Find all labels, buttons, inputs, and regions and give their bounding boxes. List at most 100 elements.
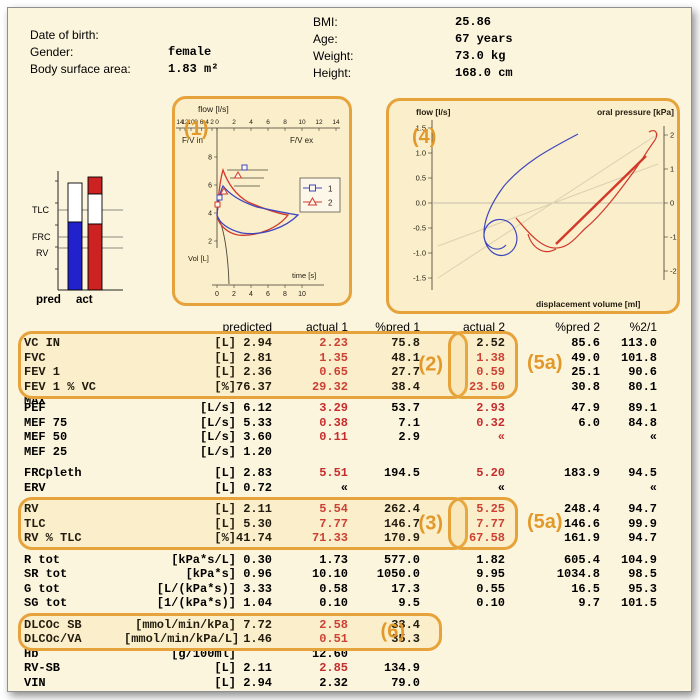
fv-time-tick-labels: 0 2 4 6 8 10 (215, 291, 306, 298)
table-row: R tot [kPa*s/L] 0.30 1.73 577.0 1.82 605.4 104.… (24, 553, 657, 568)
fv-top-tick: 12 (181, 119, 189, 126)
table-cell-pred: 2.81 (243, 350, 272, 365)
table-cell-act1: « (340, 480, 348, 495)
table-cell-ratio (600, 445, 657, 460)
table-cell-pp1: 38.4 (391, 379, 420, 394)
table-cell-pred: 41.74 (236, 531, 273, 545)
table-cell-pp2: 248.4 (563, 502, 600, 516)
table-cell-name: ERV (24, 480, 46, 495)
table-cell-ratio: 99.9 (628, 516, 657, 531)
fv-time-tick: 2 (232, 291, 236, 298)
table-cell-pred: 2.83 (243, 466, 272, 480)
table-cell-unit: [mmol/min/kPa/L] (124, 632, 240, 646)
table-cell-act2: 9.95 (476, 567, 505, 581)
table-cell-name: MEF 75 (24, 415, 68, 430)
table-cell-act1: 5.54 (319, 502, 348, 516)
table-cell-act2 (420, 647, 505, 662)
table-row: VC IN [L] 2.94 2.23 75.8 2.52 85.6 113.0 (24, 336, 657, 351)
height-value: 168.0 cm (455, 66, 513, 80)
table-cell-name: DLCOc SB (24, 617, 82, 632)
table-cell-pp1: 53.7 (391, 401, 420, 415)
table-cell-ratio: 94.7 (628, 531, 657, 545)
bmi-value: 25.86 (455, 15, 492, 29)
table-cell-pred: 2.94 (243, 675, 272, 690)
table-cell-name: FVC (24, 350, 46, 365)
table-cell-act2 (420, 661, 505, 676)
table-cell-unit: [L/s] (199, 444, 236, 459)
pv-volume-label: displacement volume [ml] (536, 299, 641, 309)
table-cell-pp1: 7.1 (398, 415, 420, 430)
results-table-header: predicted actual 1 %pred 1 actual 2 %pre… (24, 320, 657, 336)
fv-vol-label: Vol [L] (188, 254, 209, 263)
table-row: FRCpleth [L] 2.83 5.51 194.5 5.20 183.9 94.5 (24, 466, 657, 481)
table-cell-pred: 3.60 (243, 430, 272, 444)
table-row: MEF 75 [L/s] 5.33 0.38 7.1 0.32 6.0 84.8 (24, 416, 657, 431)
pv-right-axis (663, 126, 668, 280)
flow-volume-chart: flow [l/s] 14 12 10 8 6 4 2 0 2 4 6 8 10… (176, 104, 341, 298)
table-cell-act1: 0.58 (319, 581, 348, 596)
table-cell-pp2: 16.5 (571, 581, 600, 596)
fv-top-tick: 8 (283, 119, 287, 126)
table-cell-name: TLC (24, 516, 46, 531)
fv-time-tick: 10 (298, 291, 306, 298)
table-cell-act2 (420, 445, 505, 460)
table-cell-pp1: 170.9 (383, 531, 420, 545)
pv-right-tick: -1 (670, 233, 677, 242)
table-cell-ratio: 80.1 (628, 379, 657, 394)
table-cell-name: VIN (24, 675, 46, 690)
fv-flow-axis (214, 128, 218, 248)
table-cell-pp2 (505, 618, 600, 633)
table-cell-name: RV (24, 502, 39, 516)
height-label: Height: (313, 66, 352, 80)
table-cell-act2: 0.59 (476, 365, 505, 379)
fv-time-tick: 8 (283, 291, 287, 298)
weight-value: 73.0 kg (455, 49, 506, 63)
table-cell-unit: [1/(kPa*s)] (156, 596, 236, 610)
fv-top-tick: 14 (332, 119, 340, 126)
table-cell-act2: 5.20 (476, 466, 505, 480)
table-cell-name: Hb (24, 646, 39, 661)
table-cell-pred: 2.11 (243, 661, 272, 675)
table-cell-pred (236, 647, 272, 662)
pv-left-tick: -0.5 (413, 224, 426, 233)
pv-right-tick: 1 (670, 165, 674, 174)
table-cell-act1: 5.51 (319, 466, 348, 480)
header-spacer (24, 320, 180, 336)
table-cell-pred: 5.30 (243, 516, 272, 531)
table-cell-pp2: 85.6 (571, 336, 600, 350)
table-cell-ratio: 89.1 (628, 401, 657, 415)
fv-top-tick: 10 (298, 119, 306, 126)
table-cell-act1: 3.29 (319, 401, 348, 415)
bmi-label: BMI: (313, 15, 338, 29)
table-cell-pp1: 75.8 (391, 336, 420, 350)
table-cell-unit: [L] (214, 661, 236, 675)
fv-time-tick: 0 (215, 291, 219, 298)
age-value: 67 years (455, 32, 513, 46)
table-cell-pred: 2.94 (243, 336, 272, 350)
table-cell-act2: 0.10 (476, 596, 505, 610)
table-cell-pp1 (348, 647, 420, 662)
table-cell-pp1: 79.0 (391, 675, 420, 690)
pv-left-tick: 1.0 (416, 149, 426, 158)
act-bar (87, 176, 103, 291)
table-cell-unit: [%] (214, 379, 236, 394)
table-cell-pred: 6.12 (243, 401, 272, 415)
table-cell-pp1: 27.7 (391, 365, 420, 379)
pred-bar-label: pred (36, 294, 61, 305)
pv-left-tick: -1.5 (413, 274, 426, 283)
table-row: FEV 1 % VC MAX [%] 76.37 29.32 38.4 23.50 30.8… (24, 379, 657, 409)
fv-time-label: time [s] (292, 271, 316, 280)
table-cell-ratio (600, 676, 657, 691)
table-cell-pp2: 161.9 (563, 531, 600, 545)
table-cell-pp2: 6.0 (578, 415, 600, 430)
table-cell-pp2: 183.9 (563, 466, 600, 480)
table-cell-pp2: 25.1 (571, 365, 600, 379)
table-row: Hb [g/100ml] 12.60 (24, 647, 657, 662)
table-cell-ratio (600, 618, 657, 633)
fv-in-label: F/V in (182, 136, 203, 145)
table-cell-name: RV-SB (24, 661, 61, 675)
table-cell-name: VC IN (24, 336, 61, 350)
results-table-body: VC IN [L] 2.94 2.23 75.8 2.52 85.6 113.0 FVC [L] 2… (24, 336, 657, 690)
trial1-fv-loop (216, 184, 300, 235)
bsa-value: 1.83 m² (168, 62, 219, 76)
